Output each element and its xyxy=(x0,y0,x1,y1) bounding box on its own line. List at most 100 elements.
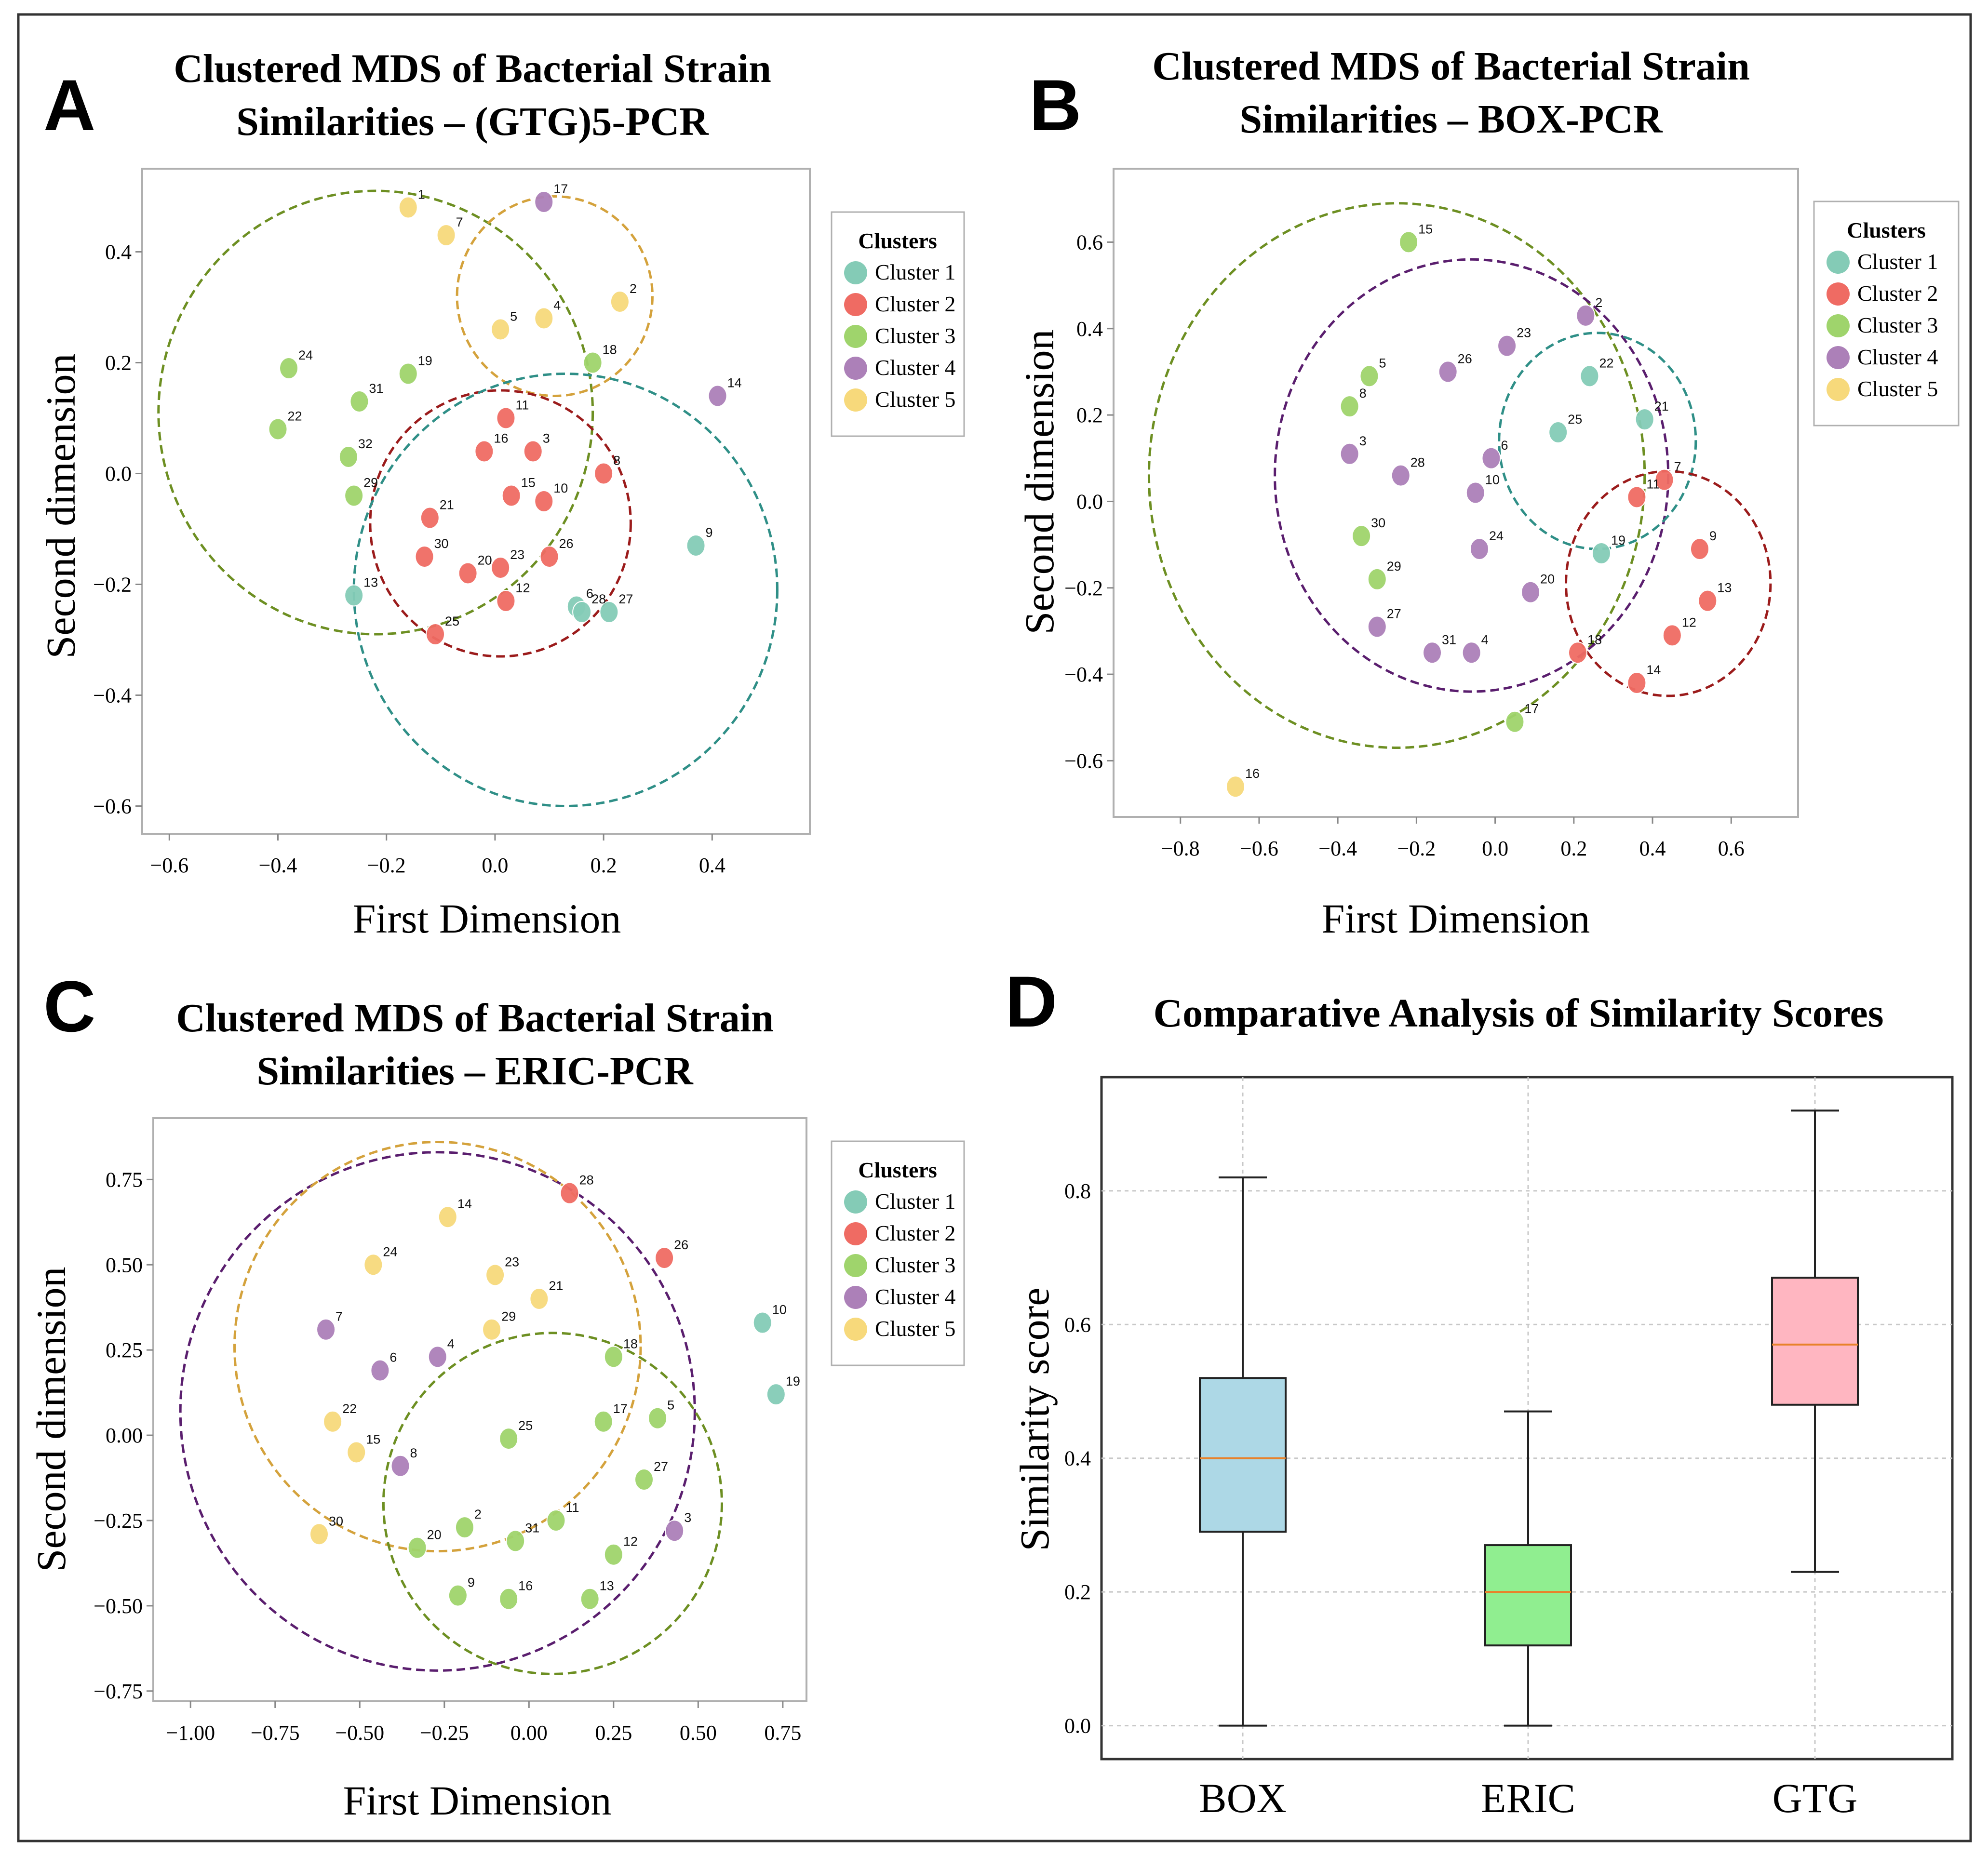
panel-c-legend-label-5: Cluster 5 xyxy=(875,1316,955,1341)
panel-b-point-label-5: 5 xyxy=(1379,356,1386,370)
panel-b-point-14 xyxy=(1627,672,1647,694)
panel-a-y-tick-label: 0.0 xyxy=(105,462,132,486)
panel-b-point-label-15: 15 xyxy=(1418,222,1433,236)
panel-a-point-label-27: 27 xyxy=(618,592,633,606)
panel-a-point-5 xyxy=(491,318,510,341)
panel-c-legend-items: Cluster 1 Cluster 2 Cluster 3 Cluster 4 Clus… xyxy=(844,1189,955,1341)
panel-c-point-2 xyxy=(455,1516,474,1539)
panel-c-x-tick-label: −1.00 xyxy=(166,1721,215,1745)
panel-a-point-label-4: 4 xyxy=(553,298,561,313)
panel-d-y-tick-label: 0.4 xyxy=(1064,1447,1091,1470)
panel-c-legend-swatch-4 xyxy=(844,1286,867,1309)
panel-b-legend-label-2: Cluster 2 xyxy=(1857,281,1938,306)
panel-a-point-11 xyxy=(496,407,516,429)
panel-b-point-label-26: 26 xyxy=(1458,351,1472,366)
panel-c-cluster-5-circle xyxy=(233,1141,642,1553)
panel-b-point-13 xyxy=(1698,589,1718,612)
panel-b-legend-swatch-1 xyxy=(1827,251,1850,274)
panel-b-point-18 xyxy=(1568,641,1587,664)
panel-c-title-line-2: Similarities – ERIC-PCR xyxy=(256,1049,694,1094)
panel-c-point-label-11: 11 xyxy=(565,1500,579,1515)
panel-b-legend-swatch-5 xyxy=(1827,378,1850,401)
panel-b-y-tick-label: −0.4 xyxy=(1064,663,1103,686)
panel-b-y-tick-label: 0.6 xyxy=(1076,230,1103,254)
panel-a-legend-swatch-2 xyxy=(844,293,867,316)
panel-c-point-label-20: 20 xyxy=(427,1528,442,1542)
panel-a-legend-label-3: Cluster 3 xyxy=(875,323,955,348)
panel-a-point-label-11: 11 xyxy=(515,398,529,413)
panel-c-title-line-1: Clustered MDS of Bacterial Strain xyxy=(176,996,774,1041)
panel-b-point-11 xyxy=(1627,486,1647,508)
panel-c-y-tick-label: 0.75 xyxy=(106,1168,143,1191)
panel-a-x-tick-label: −0.4 xyxy=(259,854,297,877)
panel-a-y-axis-label: Second dimension xyxy=(38,354,84,659)
panel-c-point-26 xyxy=(655,1247,674,1269)
panel-a-y-tick-label: −0.2 xyxy=(93,573,132,597)
panel-c: C Clustered MDS of Bacterial Strain Simi… xyxy=(28,966,965,1824)
panel-b-point-30 xyxy=(1352,525,1371,547)
panel-a-x-tick-label: 0.4 xyxy=(699,854,725,877)
panel-c-point-label-2: 2 xyxy=(474,1507,482,1521)
panel-b-point-10 xyxy=(1465,481,1485,504)
panel-b-point-label-18: 18 xyxy=(1587,632,1602,647)
panel-d-gtg-box xyxy=(1771,1277,1859,1406)
panel-b-point-12 xyxy=(1662,624,1682,647)
panel-a-point-8 xyxy=(594,462,614,485)
panel-c-x-tick-label: −0.50 xyxy=(335,1721,384,1745)
panel-a-point-15 xyxy=(501,484,521,507)
panel-a-y-tick-label: 0.2 xyxy=(105,351,132,375)
panel-b-y-tick-label: −0.2 xyxy=(1064,576,1103,600)
panel-c-point-29 xyxy=(482,1318,502,1341)
panel-a-point-label-12: 12 xyxy=(515,581,530,595)
panel-c-x-tick-label: −0.25 xyxy=(420,1721,469,1745)
panel-a-point-13 xyxy=(344,584,364,607)
panel-b-point-label-30: 30 xyxy=(1371,516,1385,530)
panel-b-x-tick-label: 0.0 xyxy=(1482,837,1508,860)
panel-d-category-box: BOX xyxy=(1199,1775,1287,1821)
panel-b-point-label-2: 2 xyxy=(1595,295,1602,310)
panel-c-x-tick-label: −0.75 xyxy=(251,1721,300,1745)
panel-d-category-eric: ERIC xyxy=(1481,1775,1575,1821)
panel-a-y-tick-label: −0.4 xyxy=(93,684,132,707)
panel-c-point-label-30: 30 xyxy=(329,1514,343,1528)
panel-a-point-label-29: 29 xyxy=(363,476,378,490)
panel-b-point-2 xyxy=(1576,304,1596,327)
panel-b-point-16 xyxy=(1225,775,1245,798)
panel-b-x-ticks: −0.8 −0.6 −0.4 −0.2 0.0 0.2 0.4 0.6 xyxy=(1161,817,1745,860)
panel-a-point-9 xyxy=(686,534,706,557)
panel-c-point-19 xyxy=(766,1383,786,1406)
panel-a-point-32 xyxy=(338,446,358,468)
panel-c-legend-label-1: Cluster 1 xyxy=(875,1189,955,1214)
panel-b-point-15 xyxy=(1399,231,1419,254)
panel-b-x-tick-label: 0.2 xyxy=(1560,837,1587,860)
panel-b-point-28 xyxy=(1391,464,1410,487)
panel-c-point-27 xyxy=(634,1468,654,1491)
panel-a-legend-swatch-1 xyxy=(844,261,867,284)
panel-a-point-label-26: 26 xyxy=(559,536,574,551)
panel-c-point-label-16: 16 xyxy=(518,1579,533,1593)
panel-a-point-22 xyxy=(268,418,288,440)
panel-letter-a: A xyxy=(43,65,95,146)
panel-a-point-label-19: 19 xyxy=(418,354,432,368)
panel-b-point-23 xyxy=(1497,334,1517,357)
panel-c-point-label-21: 21 xyxy=(549,1279,563,1293)
panel-b-point-7 xyxy=(1654,468,1674,491)
panel-c-point-label-24: 24 xyxy=(383,1244,397,1259)
panel-c-point-9 xyxy=(448,1584,468,1607)
panel-a-point-23 xyxy=(491,557,510,579)
panel-a-point-label-1: 1 xyxy=(418,187,425,202)
panel-b-point-20 xyxy=(1521,581,1541,603)
panel-c-point-label-17: 17 xyxy=(613,1401,628,1416)
panel-a-legend-swatch-5 xyxy=(844,388,867,412)
panel-b-cluster-3-circle xyxy=(1147,202,1646,749)
panel-d-y-axis-label: Similarity score xyxy=(1011,1288,1058,1551)
panel-c-x-tick-label: 0.25 xyxy=(595,1721,632,1745)
panel-a-cluster-3-circle xyxy=(157,189,594,636)
panel-b-point-label-14: 14 xyxy=(1646,663,1661,677)
panel-c-points: 2 345678910111213141516171819202122232425… xyxy=(309,1173,800,1610)
panel-d-y-ticks: 0.0 0.2 0.4 0.6 0.8 xyxy=(1064,1179,1091,1738)
panel-b-point-5 xyxy=(1359,365,1379,387)
panel-a-title-line-1: Clustered MDS of Bacterial Strain xyxy=(174,46,771,91)
panel-c-point-label-19: 19 xyxy=(786,1374,800,1388)
panel-b-legend-swatch-3 xyxy=(1827,314,1850,337)
